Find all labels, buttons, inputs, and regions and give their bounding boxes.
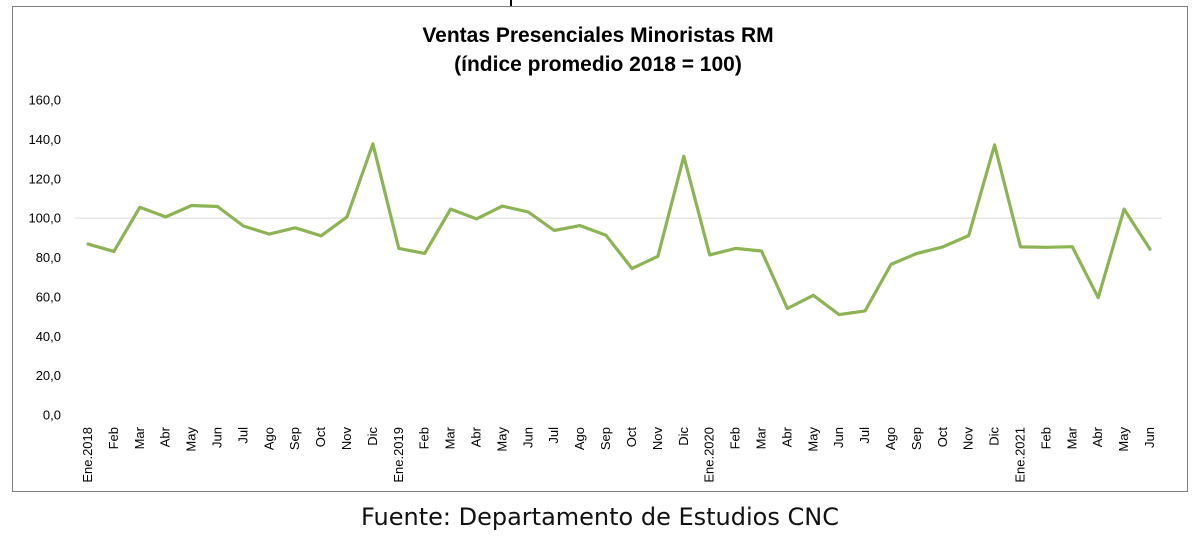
- x-tick-label: Dic: [987, 427, 1002, 446]
- x-tick-label: Jul: [546, 427, 561, 444]
- x-tick-label: Nov: [339, 427, 354, 451]
- series-group: [86, 142, 1152, 317]
- x-tick-label: Oct: [313, 427, 328, 448]
- x-tick-label: Feb: [106, 427, 121, 449]
- x-tick-label: Abr: [469, 426, 484, 447]
- x-tick-label: Mar: [1064, 426, 1079, 449]
- x-tick-label: May: [184, 427, 199, 452]
- y-tick-label: 0,0: [43, 408, 61, 423]
- x-tick-label: Mar: [443, 426, 458, 449]
- x-tick-label: Jun: [831, 427, 846, 448]
- top-edge-mark: [510, 0, 512, 6]
- x-tick-label: Ene.2020: [702, 427, 717, 483]
- x-tick-label: Feb: [728, 427, 743, 449]
- chart-subtitle: (índice promedio 2018 = 100): [454, 53, 742, 76]
- x-tick-label: Oct: [935, 427, 950, 448]
- x-tick-label: Jun: [520, 427, 535, 448]
- x-tick-label: Jul: [235, 427, 250, 444]
- x-tick-label: Sep: [598, 427, 613, 450]
- x-tick-label: Ago: [572, 427, 587, 450]
- x-axis-ticks: Ene.2018 Feb Mar Abr May Jun Jul Ago Sep Oct Nov Di…: [80, 426, 1157, 482]
- x-tick-label: Sep: [909, 427, 924, 450]
- x-tick-label: Mar: [132, 426, 147, 449]
- x-tick-label: Abr: [158, 426, 173, 447]
- x-tick-label: Nov: [650, 427, 665, 451]
- x-tick-label: Jun: [1142, 427, 1157, 448]
- x-tick-label: Mar: [753, 426, 768, 449]
- x-tick-label: Dic: [365, 427, 380, 446]
- y-tick-label: 60,0: [36, 289, 61, 304]
- x-tick-label: Oct: [624, 427, 639, 448]
- x-tick-label: May: [494, 427, 509, 452]
- y-tick-label: 140,0: [28, 132, 61, 147]
- x-tick-label: Jun: [210, 427, 225, 448]
- x-tick-label: Feb: [417, 427, 432, 449]
- series-line: [86, 142, 1152, 317]
- source-note: Fuente: Departamento de Estudios CNC: [361, 503, 839, 531]
- x-tick-label: Ago: [261, 427, 276, 450]
- x-tick-label: Nov: [961, 427, 976, 451]
- x-tick-label: Feb: [1038, 427, 1053, 449]
- x-tick-label: May: [805, 427, 820, 452]
- chart-frame: [12, 6, 1188, 492]
- x-tick-label: Ene.2021: [1012, 427, 1027, 483]
- x-tick-label: Ene.2019: [391, 427, 406, 483]
- x-tick-label: Jul: [857, 427, 872, 444]
- y-tick-label: 80,0: [36, 250, 61, 265]
- x-tick-label: Ago: [883, 427, 898, 450]
- y-axis-ticks: 0,0 20,0 40,0 60,0 80,0 100,0 120,0 140,0 160,0: [28, 93, 61, 423]
- y-tick-label: 120,0: [28, 171, 61, 186]
- x-tick-label: Sep: [287, 427, 302, 450]
- chart-title: Ventas Presenciales Minoristas RM: [422, 24, 773, 47]
- chart-svg: Ventas Presenciales Minoristas RM (índic…: [28, 24, 1162, 483]
- y-tick-label: 40,0: [36, 329, 61, 344]
- x-tick-label: Dic: [676, 427, 691, 446]
- y-tick-label: 160,0: [28, 93, 61, 108]
- x-tick-label: Abr: [779, 426, 794, 447]
- x-tick-label: May: [1116, 427, 1131, 452]
- x-tick-label: Abr: [1090, 426, 1105, 447]
- y-tick-label: 20,0: [36, 368, 61, 383]
- x-tick-label: Ene.2018: [80, 427, 95, 483]
- y-tick-label: 100,0: [28, 211, 61, 226]
